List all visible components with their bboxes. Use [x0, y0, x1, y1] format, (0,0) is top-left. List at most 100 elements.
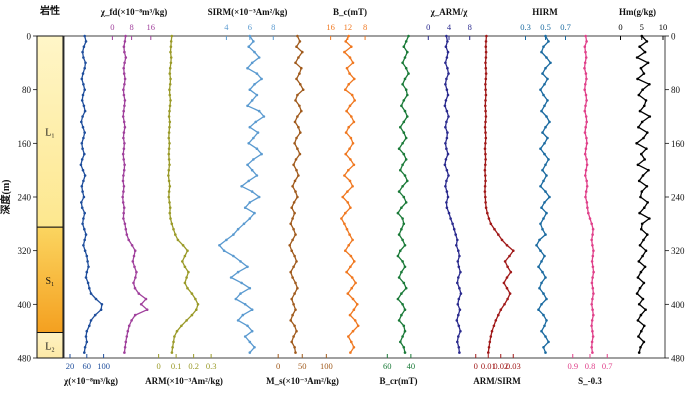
data-point-ms: [293, 324, 296, 328]
data-point-chi: [83, 88, 86, 91]
data-point-s03: [590, 222, 593, 226]
tick-label-arm: 0.2: [188, 361, 199, 371]
data-point-sirm: [255, 147, 259, 150]
data-point-hm: [640, 329, 643, 333]
data-point-hm: [636, 319, 640, 322]
series-label-sirm: SIRM(×10⁻³Am²/kg): [208, 7, 288, 17]
data-point-chi_fd: [122, 66, 125, 70]
data-point-s03: [591, 265, 595, 269]
data-point-arm_sirm: [483, 125, 487, 129]
data-point-arm_sirm: [484, 104, 487, 108]
data-point-hm: [641, 174, 645, 177]
data-point-arm_sirm: [506, 297, 509, 301]
tick-label-ms: 0: [276, 361, 280, 371]
data-point-arm: [168, 206, 172, 209]
tick-label-sirm: 6: [248, 22, 252, 32]
data-point-s03: [583, 66, 586, 70]
series-arm: 0 0.1 0.2 0.3 ARM(×10⁻³Am²/kg): [145, 34, 223, 386]
tick-label-chi_fd: 16: [147, 22, 156, 32]
data-point-arm: [169, 217, 172, 220]
data-point-ms: [290, 249, 294, 252]
data-point-bc: [351, 142, 355, 145]
data-point-bcr: [400, 292, 403, 295]
data-point-bcr: [399, 168, 402, 172]
data-point-hirm: [546, 99, 549, 102]
plot-border: [63, 35, 666, 359]
tick-label-arm_sirm: 0.03: [506, 361, 521, 371]
data-point-hm: [638, 286, 642, 290]
data-point-arm: [172, 227, 175, 231]
data-point-hirm: [539, 249, 542, 252]
data-point-arm_sirm: [484, 158, 487, 161]
series-sirm: 4 6 8 SIRM(×10⁻³Am²/kg): [208, 7, 288, 354]
data-point-arm_sirm: [483, 190, 487, 193]
data-point-ms: [295, 77, 298, 81]
data-point-bc: [341, 195, 345, 199]
data-point-chi: [80, 158, 84, 161]
data-point-chi: [86, 281, 90, 285]
data-point-bcr: [401, 260, 404, 263]
data-point-arm: [168, 104, 172, 108]
data-point-ms: [288, 244, 292, 247]
data-point-ms: [292, 201, 296, 204]
data-point-sirm: [260, 152, 263, 156]
data-point-bcr: [399, 125, 402, 129]
data-point-sirm: [232, 254, 235, 258]
data-point-sirm: [250, 168, 254, 172]
data-point-chi_fd: [123, 77, 127, 81]
data-point-sirm: [239, 292, 242, 295]
data-point-ms: [297, 174, 300, 177]
data-point-chi: [80, 185, 84, 188]
data-point-s03: [583, 109, 587, 113]
data-point-s03: [590, 319, 594, 322]
data-point-sirm: [241, 313, 245, 317]
data-point-hirm: [549, 61, 552, 65]
data-point-bcr: [401, 335, 404, 338]
data-point-arm: [169, 56, 173, 59]
data-point-arm_sirm: [484, 201, 487, 204]
data-point-hm: [637, 335, 640, 338]
data-point-arm: [183, 254, 187, 258]
data-point-bc: [346, 292, 350, 295]
data-point-s03: [584, 168, 588, 172]
data-point-chi: [80, 142, 84, 145]
series-label-arm: ARM(×10⁻³Am²/kg): [145, 376, 223, 386]
data-point-chi_fd: [121, 195, 124, 199]
data-point-chi: [100, 303, 104, 306]
data-point-bc: [345, 66, 349, 70]
data-point-bcr: [401, 61, 404, 65]
data-point-chi: [81, 72, 85, 75]
data-point-hm: [644, 249, 648, 252]
data-point-bc: [351, 297, 355, 301]
tick-label-hm: 5: [640, 22, 644, 32]
data-point-hirm: [542, 313, 545, 317]
data-point-hirm: [545, 211, 548, 215]
data-point-arm_chi: [447, 174, 450, 177]
data-point-arm_chi: [445, 56, 449, 59]
data-point-sirm: [250, 190, 254, 193]
data-point-ms: [296, 93, 299, 97]
left-depth-tick-label: 0: [27, 32, 32, 42]
data-point-arm_chi: [449, 217, 452, 220]
data-point-bcr: [403, 329, 407, 333]
data-point-arm: [187, 270, 190, 274]
right-depth-tick-label: 240: [671, 193, 685, 203]
data-point-arm_chi: [457, 346, 461, 349]
data-point-arm_sirm: [487, 346, 491, 349]
data-point-s03: [592, 292, 595, 295]
data-point-bcr: [406, 179, 409, 183]
data-point-ms: [293, 292, 296, 295]
data-point-chi: [85, 254, 89, 258]
data-point-hirm: [547, 40, 550, 43]
data-point-chi_fd: [122, 168, 126, 172]
data-point-ms: [295, 136, 298, 140]
data-point-chi: [89, 292, 93, 295]
data-point-arm_sirm: [505, 244, 509, 247]
tick-label-hirm: 0.7: [560, 22, 571, 32]
data-point-ms: [293, 179, 297, 183]
data-point-arm_chi: [445, 120, 448, 124]
data-point-s03: [591, 227, 595, 231]
data-point-s03: [585, 201, 589, 204]
data-point-arm_chi: [457, 297, 461, 301]
series-label-arm_sirm: ARM/SIRM: [473, 376, 521, 386]
